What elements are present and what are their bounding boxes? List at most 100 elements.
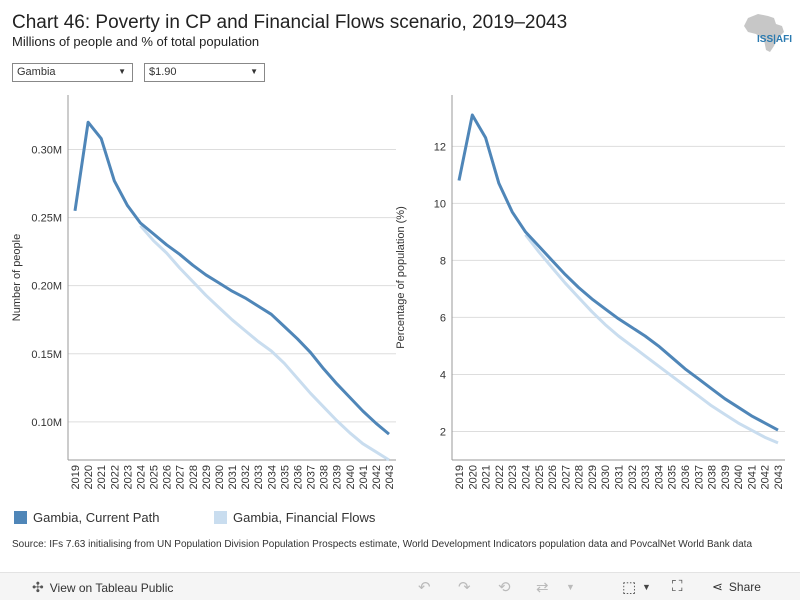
people-ytick-label: 0.10M — [31, 417, 62, 429]
chart-percentage: 2 4 6 8 10 12 2019 2020 2021 2022 2023 2024 2025 2026… — [395, 95, 785, 489]
source-note: Source: IFs 7.63 initialising from UN Po… — [12, 539, 753, 550]
percentage-xtick-label: 2025 — [534, 465, 546, 489]
people-ytick-label: 0.25M — [31, 213, 62, 225]
people-xtick-label: 2040 — [345, 465, 357, 489]
people-xtick-label: 2022 — [109, 465, 121, 489]
people-xtick-label: 2023 — [122, 465, 134, 489]
people-xtick-label: 2043 — [384, 465, 396, 489]
threshold-dropdown-value: $1.90 — [149, 66, 177, 78]
percentage-xtick-label: 2041 — [746, 465, 758, 489]
share-icon: ⋖ — [712, 579, 723, 594]
people-xtick-label: 2039 — [332, 465, 344, 489]
people-xtick-label: 2028 — [188, 465, 200, 489]
percentage-xtick-label: 2034 — [653, 465, 665, 489]
people-ytick-label: 0.20M — [31, 281, 62, 293]
percentage-xtick-label: 2021 — [481, 465, 493, 489]
legend-swatch-financial-flows — [214, 511, 227, 524]
people-xtick-label: 2038 — [319, 465, 331, 489]
people-xtick-label: 2035 — [279, 465, 291, 489]
percentage-ytick-label: 8 — [440, 255, 446, 267]
people-xtick-label: 2021 — [96, 465, 108, 489]
people-line-financial-flows — [139, 224, 390, 462]
logo-text: ISS|AFI — [757, 34, 793, 45]
undo-icon[interactable]: ↶ — [418, 579, 431, 596]
percentage-xtick-label: 2033 — [640, 465, 652, 489]
dropdown-arrow-icon: ▼ — [250, 67, 258, 76]
people-xtick-label: 2029 — [201, 465, 213, 489]
legend-item-current-path[interactable]: Gambia, Current Path — [14, 510, 159, 525]
legend-label-current-path: Gambia, Current Path — [33, 510, 160, 525]
percentage-xtick-label: 2036 — [680, 465, 692, 489]
people-xtick-label: 2042 — [371, 465, 383, 489]
percentage-xtick-label: 2043 — [773, 465, 785, 489]
percentage-xtick-label: 2022 — [494, 465, 506, 489]
share-button[interactable]: ⋖ Share — [712, 579, 761, 595]
tableau-logo-icon: ✣ — [32, 579, 44, 595]
people-xtick-label: 2034 — [266, 465, 278, 489]
refresh-icon[interactable]: ⇄ — [536, 579, 549, 596]
download-dropdown-icon[interactable]: ▼ — [642, 582, 651, 592]
percentage-xtick-label: 2027 — [560, 465, 572, 489]
percentage-ytick-label: 4 — [440, 369, 446, 381]
percentage-xtick-label: 2026 — [547, 465, 559, 489]
people-xtick-label: 2032 — [240, 465, 252, 489]
revert-icon[interactable]: ⟲ — [498, 579, 511, 596]
people-xtick-label: 2037 — [306, 465, 318, 489]
people-xtick-label: 2030 — [214, 465, 226, 489]
percentage-xtick-label: 2024 — [520, 465, 532, 489]
people-ytick-label: 0.15M — [31, 349, 62, 361]
fullscreen-icon[interactable]: ⛶ — [672, 578, 683, 595]
people-xtick-label: 2027 — [175, 465, 187, 489]
people-xtick-label: 2041 — [358, 465, 370, 489]
percentage-xtick-label: 2037 — [693, 465, 705, 489]
country-dropdown-value: Gambia — [17, 66, 56, 78]
people-xtick-label: 2024 — [135, 465, 147, 489]
country-dropdown[interactable]: Gambia ▼ — [12, 63, 133, 82]
percentage-xtick-label: 2032 — [627, 465, 639, 489]
percentage-xtick-label: 2040 — [733, 465, 745, 489]
percentage-ytick-label: 12 — [434, 141, 446, 153]
percentage-xtick-label: 2023 — [507, 465, 519, 489]
percentage-ylabel: Percentage of population (%) — [395, 206, 407, 348]
percentage-line-current-path — [457, 113, 779, 432]
download-icon[interactable]: ⬚ — [622, 579, 637, 596]
share-label: Share — [728, 580, 761, 594]
percentage-xtick-label: 2020 — [467, 465, 479, 489]
percentage-xtick-label: 2029 — [587, 465, 599, 489]
people-xtick-label: 2036 — [292, 465, 304, 489]
percentage-ytick-label: 10 — [434, 198, 446, 210]
refresh-dropdown-icon[interactable]: ▼ — [566, 582, 575, 592]
percentage-ytick-label: 2 — [440, 426, 446, 438]
legend-item-financial-flows[interactable]: Gambia, Financial Flows — [214, 510, 375, 525]
africa-logo — [744, 14, 784, 52]
chart-subtitle: Millions of people and % of total popula… — [12, 34, 260, 49]
threshold-dropdown[interactable]: $1.90 ▼ — [144, 63, 265, 82]
people-xtick-label: 2020 — [83, 465, 95, 489]
percentage-xtick-label: 2030 — [600, 465, 612, 489]
percentage-xtick-label: 2031 — [614, 465, 626, 489]
people-xtick-label: 2025 — [149, 465, 161, 489]
dropdown-arrow-icon: ▼ — [118, 67, 126, 76]
people-xtick-label: 2033 — [253, 465, 265, 489]
percentage-xtick-label: 2019 — [454, 465, 466, 489]
people-xtick-label: 2019 — [70, 465, 82, 489]
redo-icon[interactable]: ↷ — [458, 579, 471, 596]
people-xtick-label: 2031 — [227, 465, 239, 489]
people-ytick-label: 0.30M — [31, 144, 62, 156]
legend-label-financial-flows: Gambia, Financial Flows — [233, 510, 376, 525]
chart-title: Chart 46: Poverty in CP and Financial Fl… — [12, 12, 568, 33]
people-ylabel: Number of people — [11, 234, 23, 321]
percentage-ytick-label: 6 — [440, 312, 446, 324]
percentage-xtick-label: 2042 — [760, 465, 772, 489]
tableau-footer: ✣ View on Tableau Public ↶ ↷ ⟲ ⇄ ▼ ⬚ ▼ ⛶… — [0, 572, 800, 600]
percentage-xtick-label: 2035 — [667, 465, 679, 489]
people-xtick-label: 2026 — [162, 465, 174, 489]
percentage-line-financial-flows — [524, 233, 779, 445]
legend-swatch-current-path — [14, 511, 27, 524]
percentage-xtick-label: 2038 — [707, 465, 719, 489]
people-line-current-path — [73, 120, 390, 436]
view-on-tableau-label: View on Tableau Public — [49, 580, 174, 595]
view-on-tableau-link[interactable]: ✣ View on Tableau Public — [32, 579, 173, 596]
